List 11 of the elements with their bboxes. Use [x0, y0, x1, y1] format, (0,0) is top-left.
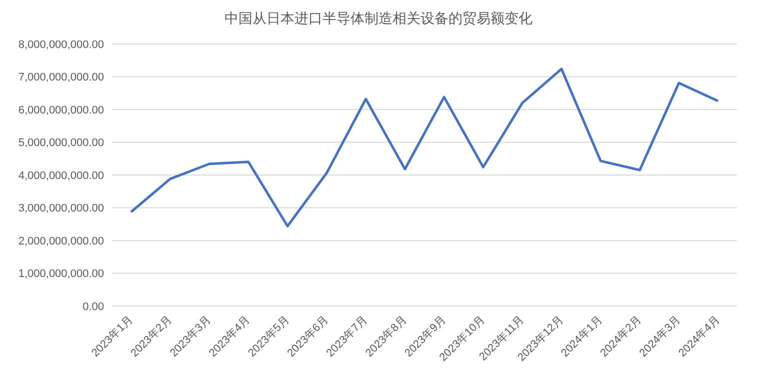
y-tick-label: 5,000,000,000.00	[18, 137, 104, 150]
y-tick-label: 1,000,000,000.00	[18, 268, 104, 280]
y-tick-label: 7,000,000,000.00	[18, 72, 104, 84]
y-tick-label: 6,000,000,000.00	[18, 104, 104, 116]
y-tick-label: 4,000,000,000.00	[18, 170, 104, 182]
y-tick-label: 8,000,000,000.00	[18, 38, 104, 51]
y-tick-label: 2,000,000,000.00	[18, 235, 104, 248]
y-tick-label: 0.00	[82, 300, 104, 313]
line-series	[130, 68, 720, 228]
chart-title: 中国从日本进口半导体制造相关设备的贸易额变化	[224, 9, 534, 28]
y-tick-label: 3,000,000,000.00	[18, 202, 104, 215]
